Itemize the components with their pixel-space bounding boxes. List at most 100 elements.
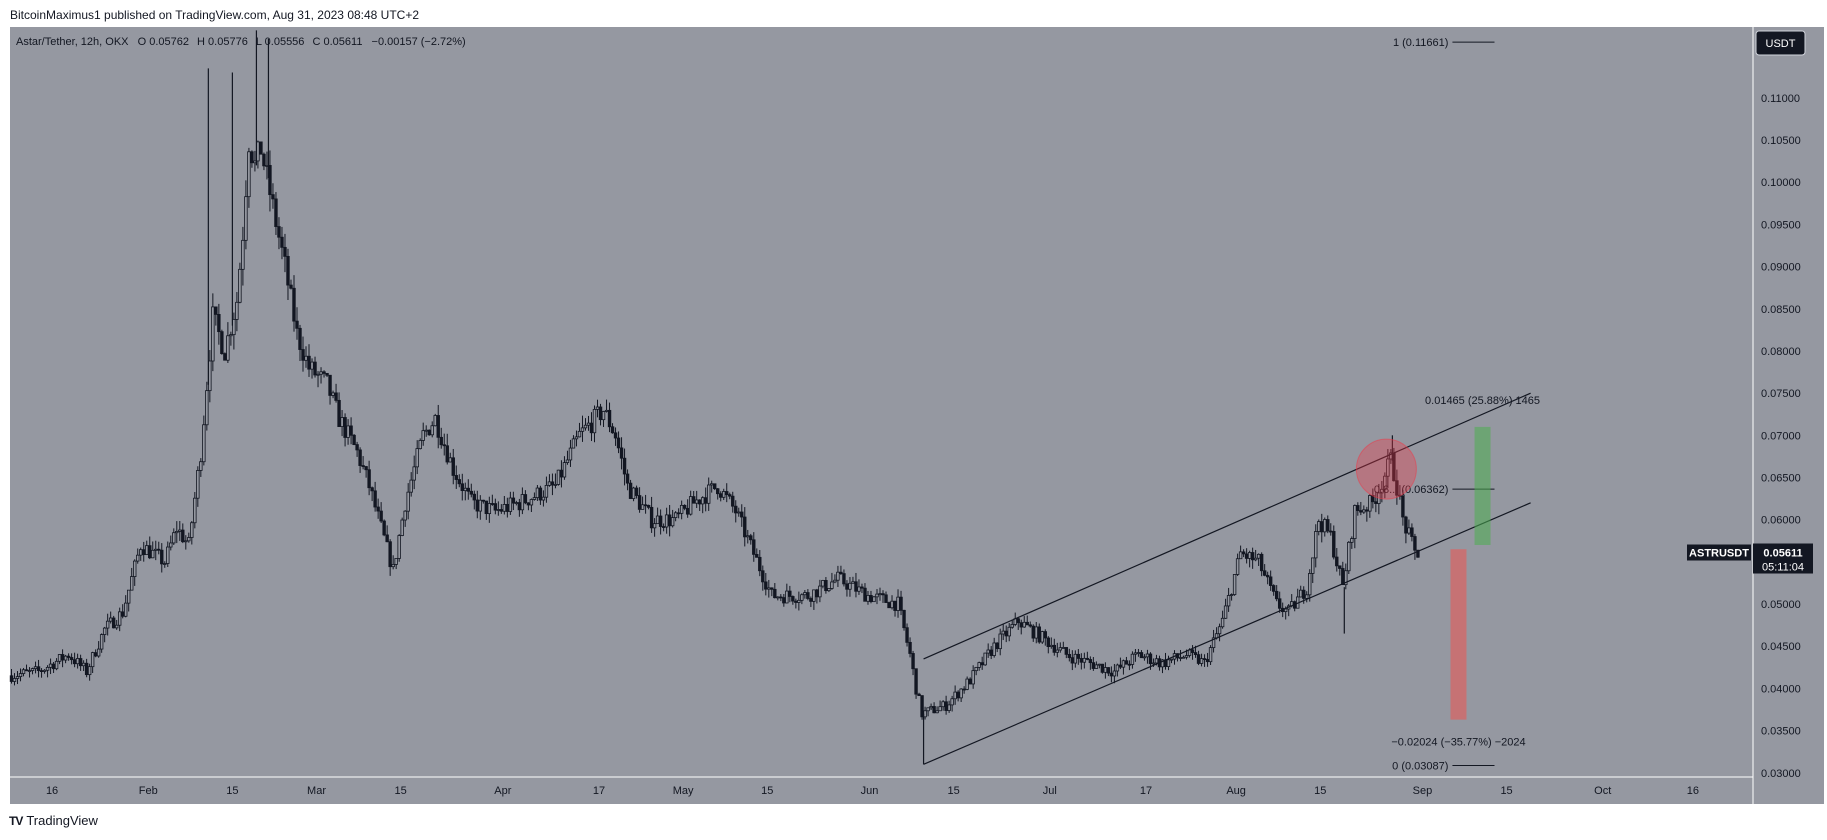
candle-body [457, 479, 461, 485]
candle-body [1085, 657, 1090, 660]
time-axis[interactable] [10, 777, 1753, 804]
candle-body [725, 491, 729, 496]
candle-body [1166, 659, 1171, 667]
candle-body [719, 493, 723, 498]
candle-body [1265, 574, 1270, 578]
candle-body [352, 434, 356, 445]
candle-body [481, 499, 486, 502]
candle-body [1028, 624, 1032, 627]
x-tick-label: Apr [494, 785, 511, 797]
candle-body [18, 673, 23, 677]
candle-body [1308, 573, 1312, 596]
candle-body [875, 593, 879, 598]
candle-body [160, 549, 164, 565]
candle-body [758, 556, 762, 572]
candle-body [111, 617, 116, 629]
candle-body [764, 581, 768, 590]
candle-body [797, 599, 801, 603]
candle-body [872, 596, 876, 603]
candle-body [1049, 644, 1053, 647]
candle-body [1103, 667, 1108, 673]
candle-body [1356, 505, 1360, 511]
candle-body [944, 701, 948, 711]
candle-body [1323, 519, 1327, 533]
candle-body [947, 704, 951, 711]
candle-body [833, 579, 837, 583]
candle-body [908, 641, 912, 654]
candle-body [406, 491, 410, 512]
currency-button[interactable]: USDT [1755, 30, 1806, 56]
candle-body [463, 487, 467, 492]
candle-body [1229, 594, 1234, 596]
candle-body [27, 670, 32, 672]
candle-body [250, 151, 254, 164]
candle-body [205, 390, 209, 426]
candle-body [460, 483, 464, 492]
candle-body [1160, 659, 1165, 668]
candle-body [688, 496, 693, 515]
candle-body [427, 429, 431, 436]
candle-body [520, 494, 525, 511]
candle-body [1064, 647, 1069, 655]
candle-body [953, 691, 957, 700]
candle-body [1124, 660, 1129, 665]
candle-body [586, 422, 591, 426]
candle-body [983, 652, 987, 666]
candle-body [691, 496, 696, 504]
candle-body [779, 596, 783, 599]
candle-body [604, 409, 609, 412]
price-axis[interactable] [1753, 27, 1824, 804]
y-tick-label: 0.06500 [1761, 473, 1801, 485]
candle-body [466, 487, 470, 492]
candle-body [703, 497, 708, 504]
candle-body [1271, 585, 1276, 592]
candle-body [445, 445, 449, 463]
candle-body [9, 675, 14, 682]
candle-body [1079, 658, 1084, 663]
symbol-tag-label: ASTRUSDT [1689, 548, 1749, 560]
candle-body [1217, 626, 1222, 635]
legend-h-value: 0.05776 [208, 36, 248, 48]
candle-body [749, 535, 753, 541]
x-tick-label: 15 [947, 785, 959, 797]
candle-body [640, 504, 645, 510]
candle-body [283, 246, 287, 257]
x-tick-label: 17 [593, 785, 605, 797]
x-tick-label: Jun [861, 785, 879, 797]
candle-body [1178, 657, 1183, 659]
candle-body [54, 660, 59, 670]
candle-body [965, 678, 969, 690]
candle-body [301, 349, 305, 361]
candle-body [108, 617, 113, 622]
candle-body [223, 353, 227, 361]
x-tick-label: May [673, 785, 694, 797]
candle-body [974, 667, 978, 672]
legend-symbol: Astar/Tether, 12h, OKX [16, 36, 129, 48]
last-price-tag: ASTRUSDT 0.05611 05:11:04 [1687, 543, 1813, 574]
fib-level-label: 1 (0.11661) [1393, 37, 1448, 49]
candle-body [893, 600, 897, 611]
candle-body [1380, 488, 1384, 494]
candle-body [331, 392, 335, 396]
candle-body [547, 481, 552, 486]
candle-body [1115, 664, 1120, 672]
resistance-highlight-circle [1355, 438, 1417, 500]
candle-body [926, 707, 930, 712]
candle-body [553, 484, 558, 486]
candle-body [105, 620, 110, 629]
candle-body [731, 495, 735, 507]
footer-brand[interactable]: TV TradingView [9, 813, 98, 828]
candle-body [890, 600, 894, 609]
candle-body [496, 509, 501, 511]
candle-body [761, 570, 765, 583]
candle-body [917, 693, 921, 697]
candle-body [181, 529, 185, 543]
candle-body [484, 500, 489, 515]
candle-body [202, 424, 206, 463]
candle-body [836, 571, 840, 581]
candle-body [102, 627, 107, 635]
candle-body [848, 582, 852, 590]
candle-body [959, 688, 963, 699]
candle-body [145, 545, 149, 556]
